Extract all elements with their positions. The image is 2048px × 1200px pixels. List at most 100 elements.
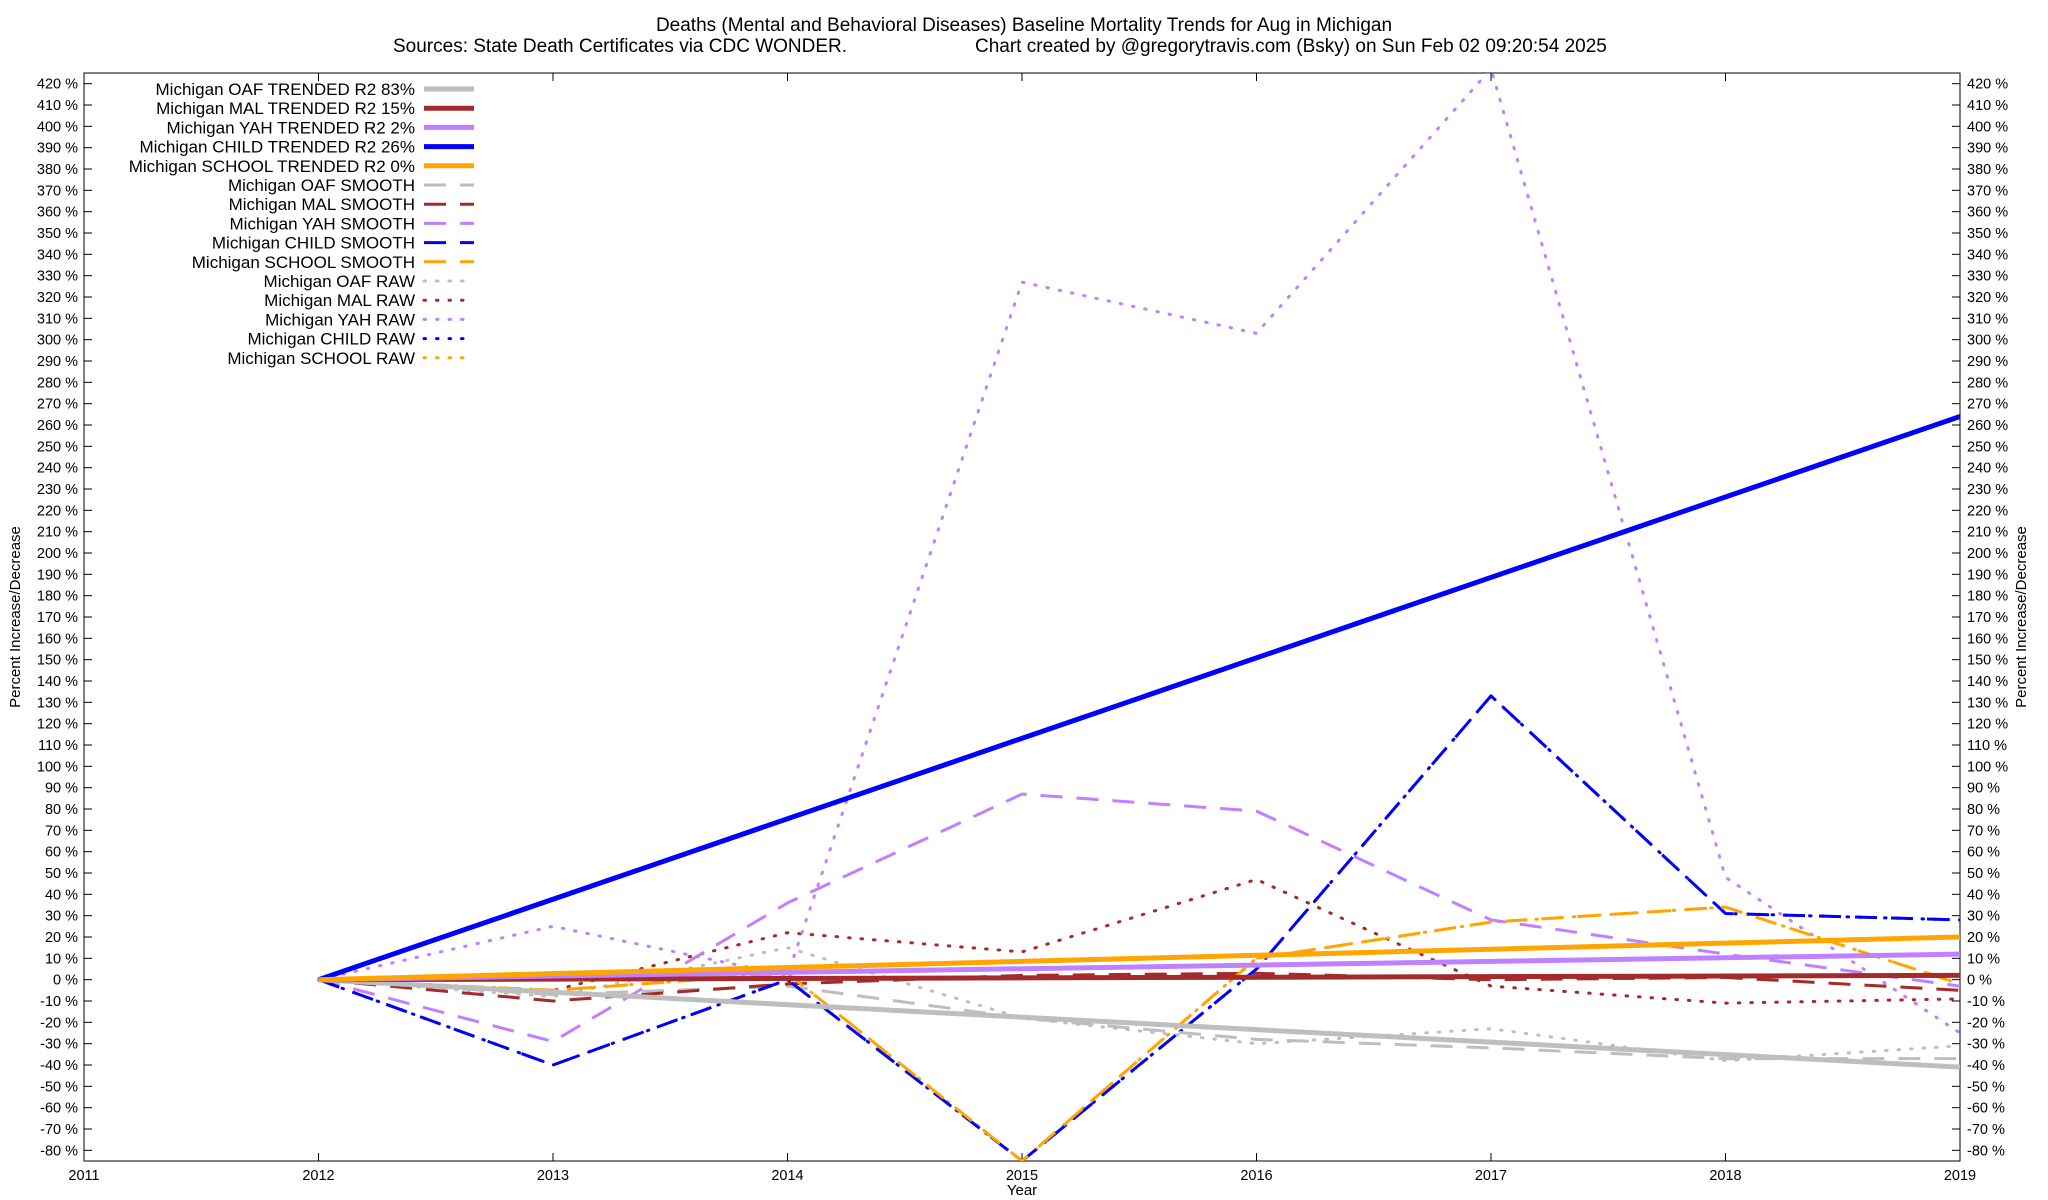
y-tick-label-left: 0 % — [53, 973, 78, 989]
y-tick-label-right: 380 % — [1967, 162, 2008, 178]
y-tick-label-left: 260 % — [37, 418, 78, 434]
series-3-solid-line — [317, 414, 1960, 983]
y-tick-label-left: 80 % — [45, 802, 78, 818]
y-tick-label-right: 180 % — [1967, 589, 2008, 605]
y-tick-label-right: 330 % — [1967, 269, 2008, 285]
y-tick-label-right: 190 % — [1967, 567, 2008, 583]
y-tick-label-left: -60 % — [40, 1101, 78, 1117]
y-tick-label-right: 200 % — [1967, 546, 2008, 562]
y-tick-label-left: 250 % — [37, 439, 78, 455]
y-tick-label-right: 260 % — [1967, 418, 2008, 434]
legend-label-13: Michigan CHILD RAW — [247, 330, 415, 349]
y-tick-label-left: 50 % — [45, 866, 78, 882]
y-tick-label-right: 70 % — [1967, 823, 2000, 839]
y-tick-label-left: 130 % — [37, 695, 78, 711]
y-tick-label-right: 270 % — [1967, 397, 2008, 413]
y-tick-label-left: 90 % — [45, 781, 78, 797]
y-tick-label-right: -10 % — [1967, 994, 2005, 1010]
y-tick-label-left: 70 % — [45, 823, 78, 839]
y-tick-label-right: 10 % — [1967, 951, 2000, 967]
y-tick-label-left: 350 % — [37, 226, 78, 242]
y-tick-label-left: 360 % — [37, 205, 78, 221]
y-tick-label-right: 100 % — [1967, 759, 2008, 775]
y-tick-label-left: 280 % — [37, 375, 78, 391]
y-axis-label-right: Percent Increase/Decrease — [2013, 526, 2030, 708]
y-tick-label-right: -20 % — [1967, 1015, 2005, 1031]
chart-title: Deaths (Mental and Behavioral Diseases) … — [656, 15, 1392, 36]
y-tick-label-right: 360 % — [1967, 205, 2008, 221]
y-tick-label-right: 60 % — [1967, 845, 2000, 861]
series-4-solid-line — [318, 934, 1960, 983]
x-axis-label: Year — [1007, 1182, 1037, 1199]
y-tick-label-left: 110 % — [38, 738, 78, 754]
y-tick-label-left: 30 % — [45, 909, 78, 925]
x-tick-label: 2014 — [771, 1168, 803, 1184]
y-tick-label-left: 320 % — [37, 290, 78, 306]
y-tick-label-right: 240 % — [1967, 461, 2008, 477]
series-0-solid-line — [318, 977, 1960, 1070]
y-tick-label-right: 0 % — [1967, 973, 1992, 989]
series-2-solid-line — [318, 951, 1960, 983]
legend-label-6: Michigan MAL SMOOTH — [229, 195, 415, 214]
y-tick-label-right: -70 % — [1967, 1122, 2005, 1138]
legend-label-2: Michigan YAH TRENDED R2 2% — [167, 118, 415, 137]
legend-label-10: Michigan OAF RAW — [264, 272, 415, 291]
y-tick-label-right: 420 % — [1967, 77, 2008, 93]
series-12-dotted-line — [317, 73, 1960, 1035]
legend-label-11: Michigan MAL RAW — [264, 291, 415, 310]
series-8-dashed-line — [317, 694, 1960, 1161]
legend-label-8: Michigan CHILD SMOOTH — [212, 234, 415, 253]
series-9-dashed-line — [318, 905, 1960, 1161]
y-tick-label-right: 300 % — [1967, 333, 2008, 349]
y-tick-label-left: 330 % — [37, 269, 78, 285]
y-axis-right: -80 % -70 % -60 % -50 % -40 % -30 % -20 % -10 %… — [1952, 77, 2008, 1159]
y-tick-label-left: 390 % — [37, 141, 78, 157]
y-tick-label-right: 290 % — [1967, 354, 2008, 370]
y-tick-label-right: 50 % — [1967, 866, 2000, 882]
y-tick-label-left: 170 % — [37, 610, 78, 626]
y-tick-label-right: -60 % — [1967, 1101, 2005, 1117]
y-tick-label-right: 320 % — [1967, 290, 2008, 306]
y-tick-label-left: 190 % — [37, 567, 78, 583]
series-7-dashed-line — [318, 792, 1960, 1043]
y-tick-label-right: 340 % — [1967, 247, 2008, 263]
series-5-dashed-line — [318, 978, 1960, 1061]
legend-label-14: Michigan SCHOOL RAW — [227, 349, 415, 368]
y-tick-label-right: 110 % — [1967, 738, 2007, 754]
y-tick-label-left: 410 % — [37, 98, 78, 114]
y-tick-label-left: 160 % — [37, 631, 78, 647]
y-axis-left: -80 % -70 % -60 % -50 % -40 % -30 % -20 % -10 %… — [37, 77, 92, 1159]
y-tick-label-left: 290 % — [37, 354, 78, 370]
y-tick-label-left: 300 % — [37, 333, 78, 349]
x-tick-label: 2013 — [537, 1168, 569, 1184]
y-tick-label-left: 240 % — [37, 461, 78, 477]
y-tick-label-right: 280 % — [1967, 375, 2008, 391]
y-tick-label-left: 420 % — [37, 77, 78, 93]
legend-label-9: Michigan SCHOOL SMOOTH — [192, 253, 415, 272]
y-tick-label-right: 400 % — [1967, 119, 2008, 135]
x-tick-label: 2016 — [1240, 1168, 1272, 1184]
y-tick-label-left: 60 % — [45, 845, 78, 861]
legend-label-1: Michigan MAL TRENDED R2 15% — [156, 99, 415, 118]
y-tick-label-right: 310 % — [1967, 311, 2008, 327]
y-tick-label-left: 120 % — [37, 717, 78, 733]
y-tick-label-left: -50 % — [40, 1079, 78, 1095]
y-tick-label-left: 370 % — [37, 183, 78, 199]
legend-label-0: Michigan OAF TRENDED R2 83% — [156, 80, 416, 99]
x-tick-label: 2017 — [1475, 1168, 1507, 1184]
y-tick-label-right: -30 % — [1967, 1037, 2005, 1053]
y-tick-label-right: 90 % — [1967, 781, 2000, 797]
y-tick-label-left: 310 % — [37, 311, 78, 327]
x-tick-label: 2011 — [68, 1168, 99, 1184]
y-tick-label-left: 340 % — [37, 247, 78, 263]
y-tick-label-right: -80 % — [1967, 1143, 2005, 1159]
y-tick-label-right: 370 % — [1967, 183, 2008, 199]
y-tick-label-right: 160 % — [1967, 631, 2008, 647]
legend: Michigan OAF TRENDED R2 83%Michigan MAL … — [129, 80, 476, 368]
y-tick-label-right: 30 % — [1967, 909, 2000, 925]
y-tick-label-right: 210 % — [1967, 525, 2008, 541]
y-tick-label-left: 380 % — [37, 162, 78, 178]
y-tick-label-right: 20 % — [1967, 930, 2000, 946]
y-tick-label-right: 80 % — [1967, 802, 2000, 818]
